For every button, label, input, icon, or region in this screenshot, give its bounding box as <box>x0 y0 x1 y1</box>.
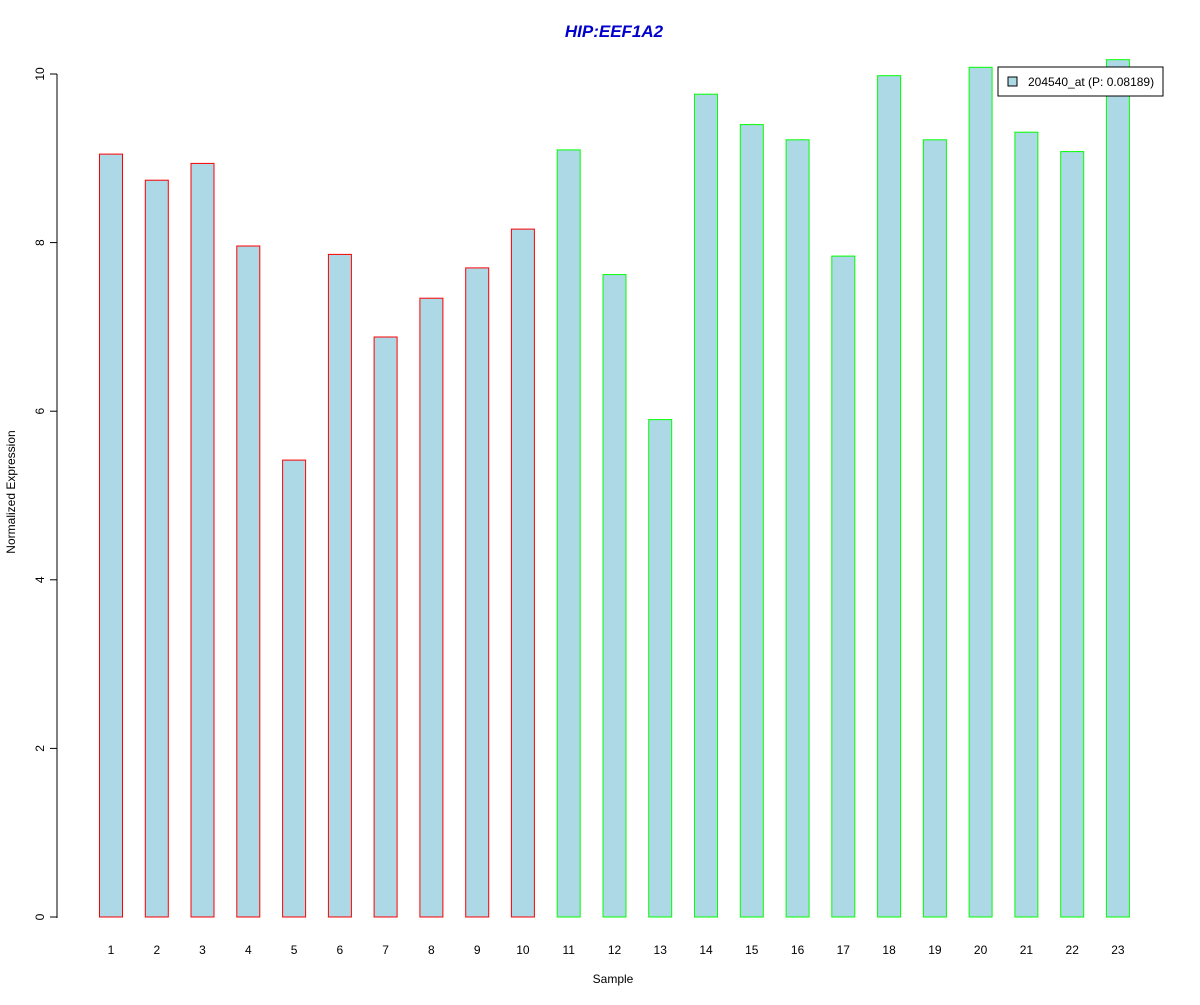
bar-sample-13 <box>648 419 673 918</box>
x-tick-label: 10 <box>516 943 530 957</box>
y-tick-label: 2 <box>33 745 47 752</box>
x-tick-label: 2 <box>153 943 160 957</box>
y-tick-label: 0 <box>33 913 47 920</box>
x-tick-label: 20 <box>974 943 988 957</box>
bar-sample-19 <box>922 139 947 918</box>
x-tick-label: 5 <box>291 943 298 957</box>
bar-sample-20 <box>968 66 993 918</box>
x-tick-label: 3 <box>199 943 206 957</box>
bar-sample-14 <box>694 93 718 918</box>
legend-label: 204540_at (P: 0.08189) <box>1028 75 1154 89</box>
x-axis-title: Sample <box>593 972 634 986</box>
x-tick-label: 22 <box>1066 943 1080 957</box>
bar-sample-10 <box>510 228 535 918</box>
x-tick-label: 9 <box>474 943 481 957</box>
x-tick-label: 1 <box>108 943 115 957</box>
bar-sample-21 <box>1014 131 1039 918</box>
bar-sample-2 <box>144 179 169 918</box>
x-tick-label: 23 <box>1111 943 1125 957</box>
bar-series <box>99 59 1130 918</box>
bar-sample-11 <box>556 149 581 918</box>
x-tick-label: 13 <box>654 943 668 957</box>
y-tick-label: 4 <box>33 576 47 583</box>
bar-sample-17 <box>831 255 856 918</box>
bar-sample-15 <box>739 124 764 918</box>
y-axis-title: Normalized Expression <box>4 430 18 553</box>
x-tick-label: 21 <box>1020 943 1034 957</box>
bar-sample-18 <box>877 75 902 918</box>
bar-sample-12 <box>602 274 627 918</box>
bar-sample-23 <box>1105 59 1130 918</box>
y-tick-label: 6 <box>33 408 47 415</box>
legend-box <box>997 66 1164 97</box>
x-tick-label: 4 <box>245 943 252 957</box>
x-tick-label: 12 <box>608 943 622 957</box>
x-tick-label: 8 <box>428 943 435 957</box>
x-tick-label: 11 <box>562 943 575 957</box>
bar-sample-6 <box>327 253 352 918</box>
bar-sample-9 <box>465 267 490 918</box>
x-axis-labels: 1 2 3 4 5 6 7 8 9 10 11 12 13 14 15 16 17 18 19 20 21 22 23 <box>108 943 1125 957</box>
x-tick-label: 17 <box>837 943 851 957</box>
x-tick-label: 16 <box>791 943 805 957</box>
y-axis-ticks: 0 2 4 6 8 10 <box>33 67 57 920</box>
bar-sample-1 <box>99 153 123 918</box>
bar-sample-3 <box>190 162 215 918</box>
bar-sample-16 <box>785 139 810 918</box>
x-tick-label: 15 <box>745 943 759 957</box>
x-tick-label: 18 <box>882 943 896 957</box>
bar-sample-5 <box>282 459 307 918</box>
legend: 204540_at (P: 0.08189) <box>997 66 1164 97</box>
chart-title: HIP:EEF1A2 <box>565 22 664 41</box>
bar-sample-22 <box>1060 151 1085 918</box>
x-tick-label: 7 <box>382 943 389 957</box>
bar-sample-7 <box>373 336 398 918</box>
y-tick-label: 8 <box>33 239 47 246</box>
y-tick-label: 10 <box>33 67 47 81</box>
x-tick-label: 6 <box>337 943 344 957</box>
bar-sample-4 <box>236 245 261 918</box>
x-tick-label: 19 <box>928 943 942 957</box>
bar-sample-8 <box>419 297 444 918</box>
x-tick-label: 14 <box>699 943 713 957</box>
legend-swatch <box>1007 76 1018 87</box>
